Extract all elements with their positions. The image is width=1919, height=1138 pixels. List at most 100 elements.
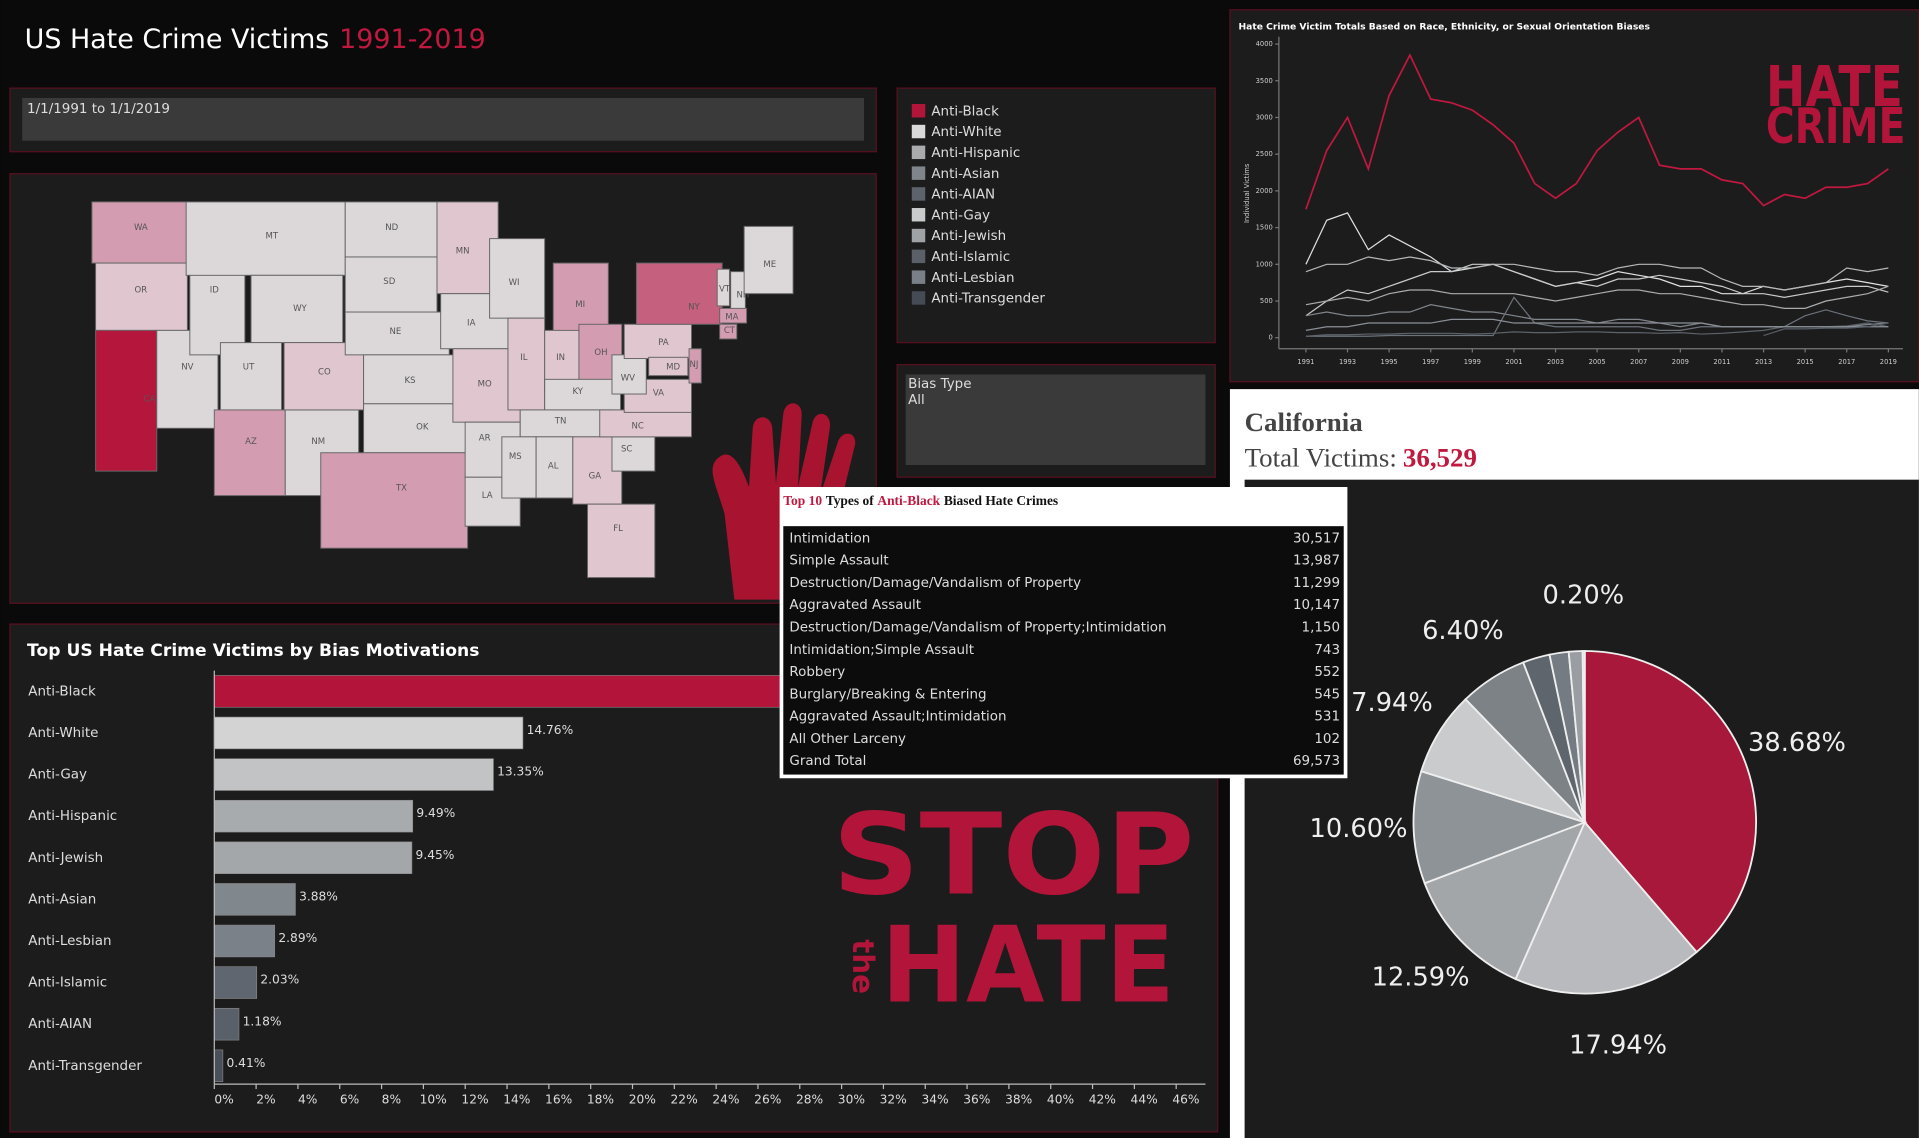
state-label: KY [572,387,583,397]
date-range: 1/1/1991 to 1/1/2019 [27,102,170,117]
table-cell: Robbery [789,665,845,680]
table-cell: Burglary/Breaking & Entering [789,687,986,702]
legend-label: Anti-Transgender [931,292,1045,307]
x-tick-label: 1997 [1422,358,1439,366]
y-tick-label: 1000 [1256,260,1273,268]
pie-slice [1412,770,1588,885]
table-cell: 1,150 [1302,620,1341,635]
category-label: Anti-Jewish [28,851,103,866]
y-tick-label: 2500 [1256,150,1273,158]
date-input[interactable] [22,97,865,141]
table-cell: 102 [1314,732,1340,747]
pie-slice [1423,820,1587,981]
state-label: NV [181,363,193,373]
state [489,238,546,319]
x-tick-label: 26% [754,1093,781,1107]
state-label: CO [318,367,331,377]
x-tick-label: 18% [587,1093,614,1107]
series-line [1305,263,1889,317]
legend-swatch [911,145,926,160]
y-tick-label: 1500 [1256,224,1273,232]
x-tick-label: 1999 [1464,358,1481,366]
graphic-text: STOP [832,789,1194,920]
state-label: WV [621,374,635,384]
x-tick-label: 2017 [1838,358,1855,366]
x-tick-label: 12% [461,1093,488,1107]
chart-title: Top US Hate Crime Victims by Bias Motiva… [27,641,479,661]
page-title: US Hate Crime Victims [25,24,330,55]
state-label: IA [467,319,476,329]
legend-swatch [911,124,926,139]
table-cell: 743 [1314,643,1340,658]
x-tick-label: 0% [214,1093,233,1107]
x-tick-label: 44% [1131,1093,1158,1107]
x-tick-label: 2% [256,1093,275,1107]
slice-label: 7.94% [1351,688,1433,718]
bar [213,799,414,833]
state-label: VA [653,388,664,398]
y-tick-label: 500 [1260,297,1273,305]
state-label: SC [621,445,632,455]
state-label: ND [385,223,398,233]
series-line [1305,285,1889,309]
state-label: NH [736,290,749,300]
legend-swatch [911,166,926,180]
bar [213,924,276,958]
x-tick-label: 1995 [1381,358,1398,366]
state-label: SD [383,277,395,287]
state-label: MS [509,452,522,462]
table-title: Anti-Black [877,493,940,508]
bar [213,966,258,999]
state-label: MA [725,312,738,322]
x-tick-label: 40% [1047,1093,1074,1107]
value-label: 9.45% [416,848,455,862]
state-label: UT [243,363,255,373]
state-label: MI [575,300,585,310]
table-cell: Grand Total [789,754,866,769]
x-tick-label: 2005 [1589,358,1606,366]
category-label: Anti-Hispanic [28,809,117,824]
state-label: AR [479,434,491,444]
bar [213,1049,224,1083]
bias-select[interactable] [905,374,1206,465]
x-tick-label: 2015 [1797,358,1814,366]
state [213,409,286,497]
legend-label: Anti-White [931,125,1001,140]
state [95,329,158,472]
x-tick-label: 2019 [1880,358,1897,366]
legend-swatch [911,208,926,222]
state-label: IL [520,353,528,363]
value-label: 2.03% [260,973,299,987]
state-label: CT [724,326,736,336]
value-label: 0.41% [227,1056,266,1070]
table-cell: 11,299 [1293,576,1340,591]
state [743,225,794,295]
state [688,348,702,384]
state-label: LA [482,491,493,501]
category-label: Anti-White [28,726,98,741]
legend-label: Anti-AIAN [931,188,995,203]
state [648,356,689,377]
y-tick-label: 2000 [1256,187,1273,195]
logo-text: CRIME [1766,98,1905,155]
state-label: OK [416,423,429,433]
table-title: Types of [826,493,874,508]
series-line [1305,256,1889,291]
state [219,342,283,417]
table-cell: Intimidation;Simple Assault [789,643,974,658]
x-tick-label: 34% [921,1093,948,1107]
state-label: IN [556,353,565,363]
x-tick-label: 8% [382,1093,401,1107]
value-label: 2.89% [278,931,317,945]
category-label: Anti-Asian [28,892,96,907]
legend-label: Anti-Gay [931,208,990,223]
graphic-text: HATE [881,904,1175,1027]
legend-label: Anti-Islamic [931,250,1010,265]
state [599,409,693,438]
table-cell: Aggravated Assault [789,598,921,613]
state-label: MT [266,232,279,242]
state-label: TX [395,484,407,494]
slice-label: 17.94% [1569,1031,1667,1061]
category-label: Anti-Transgender [28,1059,142,1074]
